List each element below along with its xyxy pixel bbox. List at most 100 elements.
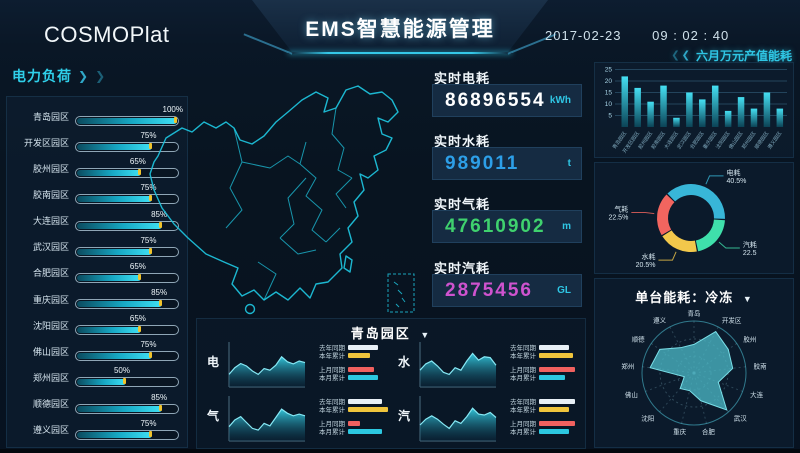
load-bar-fill xyxy=(77,327,142,334)
stat-water: 989011 t xyxy=(432,147,582,180)
y-tick-label: 15 xyxy=(605,90,613,97)
load-bar-track xyxy=(75,194,179,205)
radar-axis-label: 胶州 xyxy=(743,334,756,343)
legend-entry: 本月累计 xyxy=(506,427,575,436)
radar-axis-label: 合肥 xyxy=(702,427,716,436)
legend-label: 本年累计 xyxy=(319,353,346,360)
y-tick-label: 5 xyxy=(608,113,612,120)
load-bar: 75% xyxy=(75,340,181,362)
legend-label: 去年同期 xyxy=(319,399,346,406)
radar-axis-label: 大连 xyxy=(750,390,764,399)
load-bar-marker xyxy=(174,117,177,124)
area-line xyxy=(419,407,497,430)
load-bar: 85% xyxy=(75,288,181,310)
stat-label-water: 实时水耗 xyxy=(434,134,491,149)
legend-entry: 去年同期 xyxy=(506,397,576,406)
unit-energy-panel: 单台能耗：冷冻 ▼ 青岛 开发区 胶州 胶南 大连 武汉 合肥 重庆 沈阳 佛山 郑州 顺德 遵义 xyxy=(594,278,794,448)
load-bar-row: 青岛园区 100% xyxy=(13,105,183,127)
load-bar-label: 重庆园区 xyxy=(32,294,69,305)
load-bar-track xyxy=(75,116,179,127)
legend-entry: 去年同期 xyxy=(315,397,388,406)
legend-label: 本月累计 xyxy=(319,375,346,382)
legend-entry: 去年同期 xyxy=(315,343,379,352)
load-bar-marker xyxy=(148,352,152,359)
stat-unit-steam: GL xyxy=(557,285,571,296)
donut-leader-line xyxy=(718,241,740,249)
legend-label: 本年累计 xyxy=(510,407,537,414)
load-bar-label: 顺德园区 xyxy=(32,399,69,410)
stat-unit-electricity: kWh xyxy=(549,95,571,106)
donut-segment-0 xyxy=(667,184,725,219)
area-line xyxy=(228,408,306,431)
load-bar: 85% xyxy=(75,393,181,415)
header-trapezoid xyxy=(252,0,548,54)
load-bar: 85% xyxy=(75,210,181,232)
legend-swatch xyxy=(348,428,383,434)
load-bar-label: 武汉园区 xyxy=(32,242,69,253)
chevron-right-icon: ❯ xyxy=(95,69,107,83)
legend-label: 本月累计 xyxy=(510,429,537,436)
load-bar: 75% xyxy=(75,419,181,441)
load-bar-percent: 100% xyxy=(162,105,183,115)
stat-value-gas: 47610902 xyxy=(445,215,546,237)
load-bar-row: 大连园区 85% xyxy=(13,210,181,232)
load-bar-label: 胶州园区 xyxy=(32,163,69,174)
donut-leader-line xyxy=(705,175,724,185)
load-bar-fill xyxy=(77,118,177,125)
area-fill xyxy=(420,408,497,441)
load-bar-marker xyxy=(148,247,152,254)
trend-chart-label: 水 xyxy=(398,355,411,369)
load-bar-label: 合肥园区 xyxy=(32,268,69,279)
radar-axis-label: 开发区 xyxy=(722,315,742,324)
load-bar-percent: 85% xyxy=(151,288,168,298)
legend-entry: 上月同期 xyxy=(506,419,576,428)
power-load-title-text: 电力负荷 xyxy=(12,68,72,84)
load-bar-percent: 65% xyxy=(129,157,146,167)
radar-axis-label: 佛山 xyxy=(625,390,638,399)
stat-gas: 47610902 m xyxy=(432,210,582,243)
area-fill xyxy=(229,356,306,387)
load-bar-row: 顺德园区 85% xyxy=(13,393,181,415)
logo-cosmoplat: COSMOPlat xyxy=(44,22,170,47)
radar-axis-label: 顺德 xyxy=(632,334,646,343)
trend-legend: 去年同期 本年累计上月同期 本月累计 xyxy=(506,397,576,436)
legend-swatch xyxy=(348,398,383,404)
load-bar-track xyxy=(75,403,179,414)
monthly-energy-button-label: 六月万元产值能耗 xyxy=(695,49,792,63)
unit-energy-selector[interactable]: 单台能耗：冷冻 ▼ xyxy=(595,287,793,306)
load-bar-label: 沈阳园区 xyxy=(32,320,69,331)
chevron-left-icon: ❮ xyxy=(681,50,690,61)
trend-cell-1: 水 去年同期 本年累计 上月同期 本月累计 xyxy=(392,339,583,393)
bar xyxy=(647,101,654,127)
park-selector[interactable]: 青岛园区 ▼ xyxy=(197,323,585,342)
monthly-energy-chart-panel: 5 10 15 20 25 青岛园区 开发区园区 胶州园区 胶南园区 大连园区 武汉园区 合肥园区 重庆… xyxy=(594,62,794,158)
load-bar-row: 胶州园区 65% xyxy=(13,157,181,179)
stat-label-electricity: 实时电耗 xyxy=(434,71,491,86)
bar xyxy=(634,87,641,127)
page-title: EMS智慧能源管理 xyxy=(305,18,495,41)
legend-label: 本月累计 xyxy=(510,375,537,382)
radar-axis-label: 青岛 xyxy=(688,309,701,318)
legend-label: 本年累计 xyxy=(510,353,537,360)
bar xyxy=(621,76,628,127)
stat-unit-gas: m xyxy=(562,221,571,232)
load-bar-percent: 75% xyxy=(140,235,157,245)
radar-axis-label: 郑州 xyxy=(621,362,634,370)
radar-axis-label: 胶南 xyxy=(754,361,768,370)
monthly-energy-button[interactable]: ❮ ❮ 六月万元产值能耗 xyxy=(671,47,792,64)
load-bar-track xyxy=(75,299,179,310)
donut-leader-line xyxy=(658,251,677,261)
load-bar-marker xyxy=(148,430,152,437)
load-bar: 100% xyxy=(75,105,183,127)
area-line xyxy=(419,352,497,376)
bar xyxy=(724,110,732,127)
bar xyxy=(750,108,758,127)
load-bar-label: 青岛园区 xyxy=(32,111,69,122)
date-label: 2017-02-23 xyxy=(545,28,622,43)
bar xyxy=(699,99,706,127)
radar-polygon xyxy=(649,330,734,411)
legend-swatch xyxy=(539,344,570,350)
legend-swatch xyxy=(539,374,566,380)
stat-steam: 2875456 GL xyxy=(432,274,582,307)
